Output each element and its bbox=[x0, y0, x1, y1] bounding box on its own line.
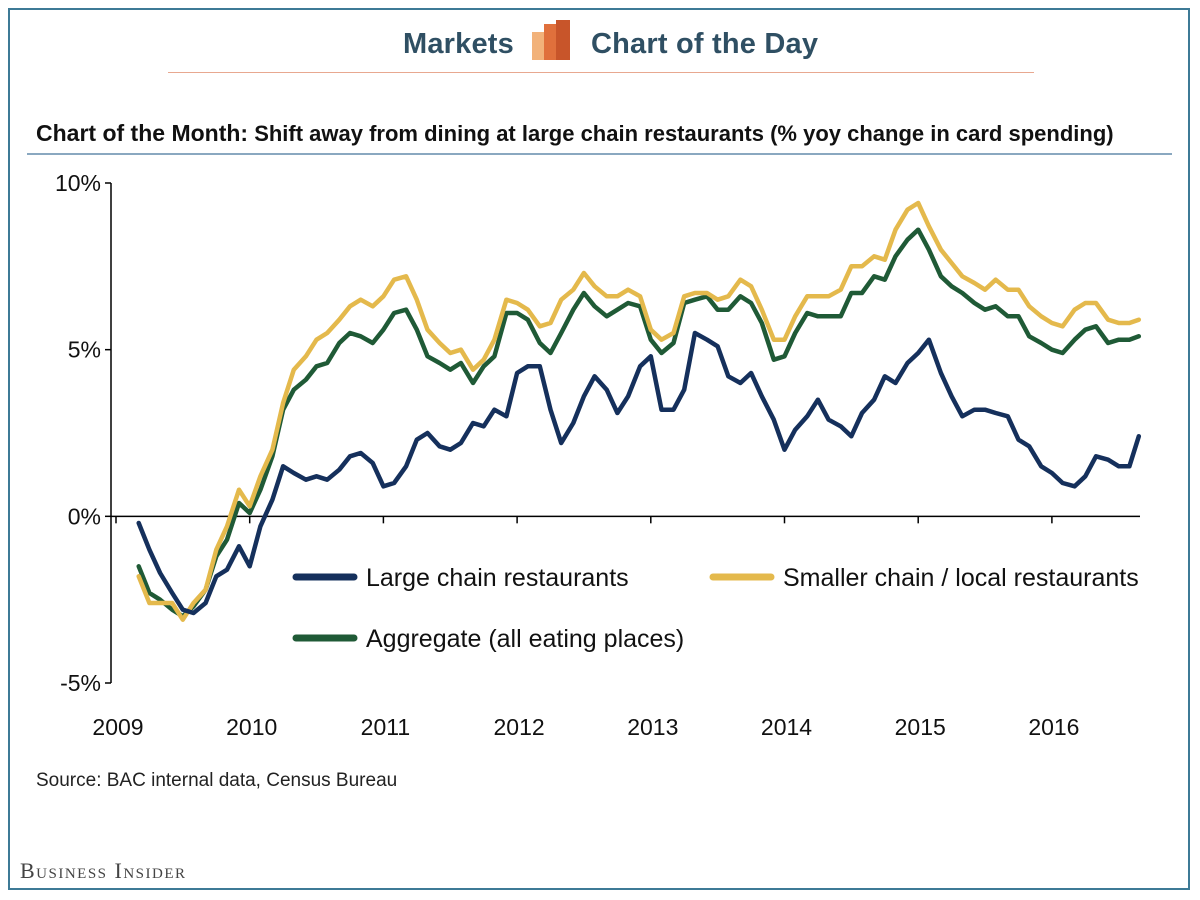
chart-title: Chart of the Month: Shift away from dini… bbox=[36, 120, 1114, 147]
legend-label-aggregate: Aggregate (all eating places) bbox=[366, 625, 684, 653]
legend-label-large: Large chain restaurants bbox=[366, 564, 629, 592]
x-tick-label: 2010 bbox=[226, 714, 277, 740]
markets-label[interactable]: Markets bbox=[402, 28, 514, 60]
header-divider bbox=[168, 72, 1034, 73]
x-tick-label: 2015 bbox=[895, 714, 946, 740]
y-tick-label: 0% bbox=[68, 503, 101, 529]
x-tick-label: 2016 bbox=[1028, 714, 1079, 740]
series-lines bbox=[136, 200, 1142, 622]
series-line-large bbox=[136, 330, 1142, 616]
chart-title-rest: Shift away from dining at large chain re… bbox=[248, 121, 1114, 146]
x-tick-label: 2009 bbox=[92, 714, 143, 740]
y-tick-label: -5% bbox=[60, 670, 101, 696]
chart-frame bbox=[8, 8, 1190, 890]
source-note: Source: BAC internal data, Census Bureau bbox=[36, 770, 398, 791]
legend-label-smaller: Smaller chain / local restaurants bbox=[783, 564, 1139, 592]
chart-title-lead: Chart of the Month: bbox=[36, 120, 249, 146]
legend: Large chain restaurants Smaller chain / l… bbox=[292, 564, 1139, 653]
y-tick-label: 10% bbox=[55, 170, 101, 196]
title-divider bbox=[27, 153, 1172, 155]
x-tick-label: 2013 bbox=[627, 714, 678, 740]
series-line-aggregate bbox=[136, 227, 1142, 619]
x-tick-label: 2012 bbox=[494, 714, 545, 740]
series-line-smaller bbox=[136, 200, 1142, 622]
x-tick-label: 2014 bbox=[761, 714, 812, 740]
x-tick-label: 2011 bbox=[361, 714, 410, 740]
publisher-logo: Business Insider bbox=[20, 858, 187, 883]
chart-of-the-day-bars-icon bbox=[532, 20, 570, 60]
axes: -5% 0% 5% 10% 2009 2010 2011 2012 2013 2014 2015 20… bbox=[55, 170, 1140, 740]
chart-of-the-day-label[interactable]: Chart of the Day bbox=[591, 28, 819, 60]
header: Markets Chart of the Day bbox=[0, 18, 1200, 68]
y-tick-label: 5% bbox=[68, 337, 101, 363]
